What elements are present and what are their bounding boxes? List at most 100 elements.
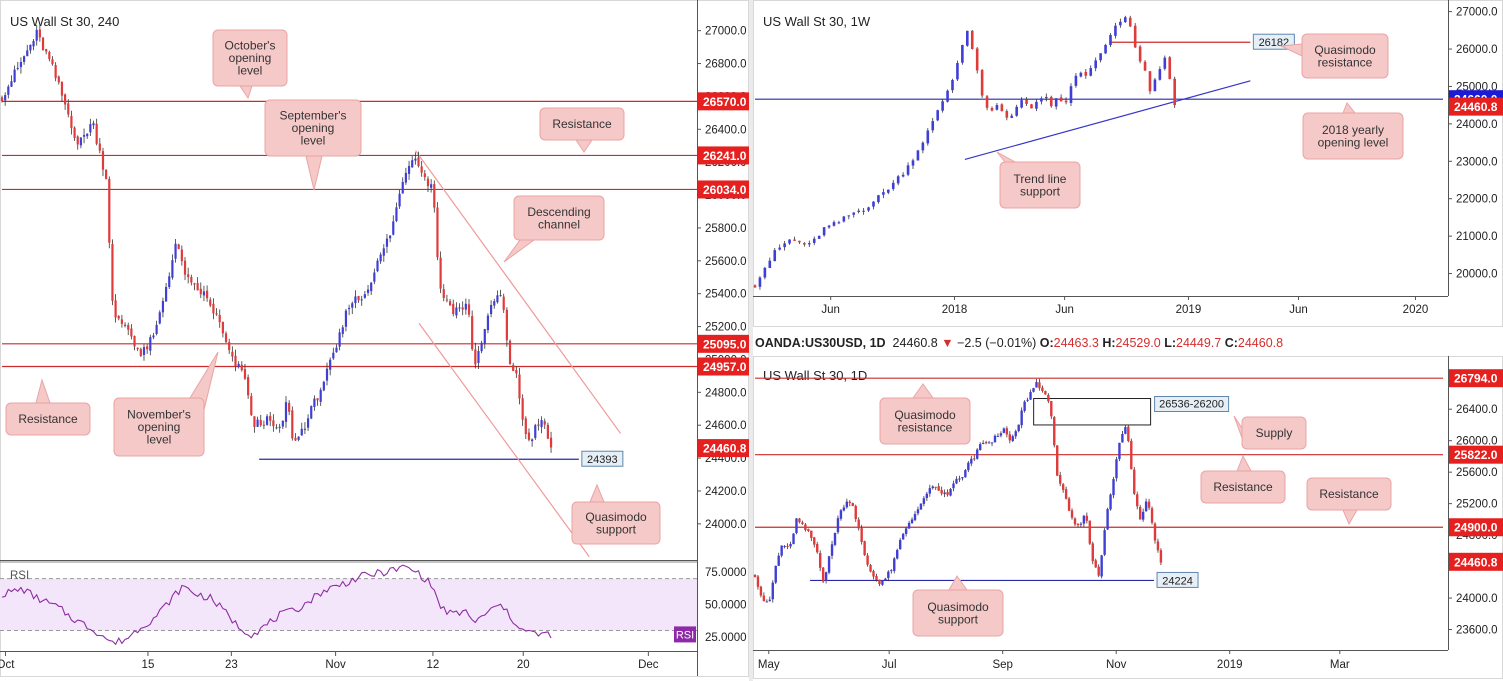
rsi-y-tick-label: 75.0000	[705, 567, 747, 579]
candle-body	[480, 342, 483, 352]
candle-body	[448, 301, 452, 306]
candle-body	[86, 133, 89, 137]
price-axis-tag-label: 24957.0	[703, 360, 747, 374]
candle-body	[847, 215, 851, 217]
candle-body	[1097, 566, 1100, 576]
candle-body	[1103, 530, 1106, 555]
candle-body	[1020, 410, 1023, 426]
candle-body	[985, 96, 989, 108]
candle-body	[753, 285, 757, 288]
weekly-chart[interactable]: US Wall St 30, 1W27000.026000.025000.024…	[753, 0, 1503, 330]
candle-body	[824, 572, 828, 581]
callout-text: Supply	[1256, 426, 1293, 440]
candle-body	[1041, 387, 1044, 392]
candle-body	[288, 402, 291, 412]
candle-body	[966, 30, 969, 46]
candle-body	[872, 201, 875, 207]
candle-body	[817, 235, 821, 239]
candle-body	[1104, 44, 1107, 54]
callout-pointer	[912, 383, 934, 399]
zone-tag-box	[1154, 396, 1230, 413]
chart-frame	[753, 0, 1503, 327]
candle-body	[789, 543, 792, 547]
candle-body	[1119, 21, 1122, 26]
callout-pointer	[503, 239, 536, 263]
candle-body	[955, 478, 958, 484]
candle-body	[946, 492, 949, 495]
candle-body	[45, 49, 48, 52]
candle-body	[48, 52, 51, 60]
candle-body	[851, 503, 854, 507]
candle-body	[319, 389, 322, 402]
candle-body	[1038, 382, 1041, 389]
candle-body	[993, 435, 997, 443]
callout-text: Descending	[527, 205, 590, 219]
candle-body	[1073, 518, 1077, 525]
candle-body	[1011, 436, 1014, 442]
candle-body	[177, 244, 180, 250]
h4-chart[interactable]: US Wall St 30, 24027000.026800.026600.02…	[0, 0, 749, 681]
candle-body	[875, 576, 878, 581]
candle-body	[1085, 515, 1089, 521]
candle-body	[531, 439, 534, 442]
candle-body	[921, 142, 925, 151]
candle-body	[518, 374, 521, 399]
callout-text: Quasimodo	[894, 408, 956, 422]
close-label: C:	[1224, 336, 1238, 350]
y-tick-label: 25200.0	[705, 322, 747, 334]
candle-body	[215, 313, 218, 315]
candle-body	[926, 130, 930, 144]
candle-body	[822, 227, 826, 236]
daily-chart[interactable]: US Wall St 30, 1D26800.026400.026000.025…	[753, 356, 1503, 681]
candle-body	[887, 571, 890, 579]
candle-body	[975, 48, 979, 71]
candle-body	[1114, 25, 1117, 36]
candle-body	[996, 435, 1000, 437]
candle-body	[98, 143, 101, 151]
last-price-tag	[1449, 97, 1503, 116]
x-tick-label: 12	[427, 659, 440, 671]
candle-body	[467, 304, 471, 315]
candle-body	[1049, 96, 1053, 107]
candle-body	[123, 324, 127, 326]
candle-body	[275, 427, 278, 429]
candle-body	[816, 544, 819, 553]
candle-body	[768, 599, 772, 601]
chart-title: US Wall St 30, 1D	[763, 368, 867, 383]
chart-title: US Wall St 30, 240	[10, 14, 119, 29]
candle-body	[209, 299, 212, 306]
candle-body	[1079, 72, 1083, 77]
candle-body	[783, 546, 786, 548]
candle-body	[1035, 382, 1038, 388]
y-tick-label: 23000.0	[1456, 156, 1498, 168]
candle-body	[842, 507, 846, 511]
candle-body	[901, 533, 905, 540]
candle-body	[108, 178, 111, 243]
callout-pointer	[305, 155, 323, 191]
candle-body	[990, 442, 994, 444]
price-axis-tag-label: 24900.0	[1454, 521, 1498, 535]
candle-body	[253, 416, 256, 427]
candle-body	[114, 300, 117, 318]
callout-text: opening	[138, 420, 181, 434]
candle-body	[1168, 57, 1172, 79]
candle-body	[1115, 459, 1118, 479]
price-axis-tag-label: 25822.0	[1454, 448, 1498, 462]
candle-body	[1173, 78, 1176, 106]
candle-body	[786, 545, 789, 547]
y-tick-label: 24600.0	[705, 420, 747, 432]
candle-body	[788, 239, 791, 244]
candle-body	[978, 444, 982, 450]
candle-body	[316, 398, 319, 401]
candle-body	[872, 571, 875, 577]
candle-body	[1061, 484, 1065, 490]
candle-body	[1121, 433, 1124, 443]
callout-pointer	[575, 139, 593, 153]
candle-body	[976, 449, 979, 459]
candle-body	[1153, 79, 1157, 92]
candle-body	[250, 396, 253, 415]
candle-body	[404, 172, 407, 183]
callout-box	[1306, 477, 1392, 511]
candle-body	[866, 555, 869, 565]
candle-body	[862, 210, 865, 212]
